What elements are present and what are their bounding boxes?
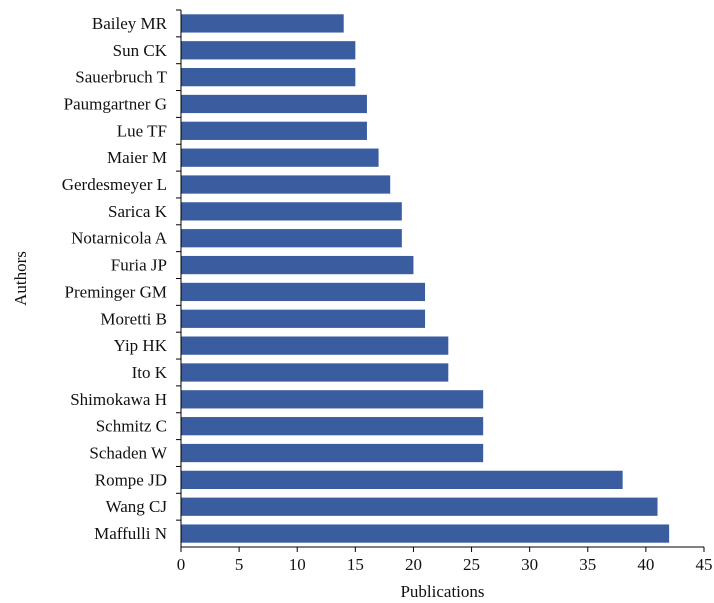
bar-sun-ck (181, 41, 356, 60)
x-axis-title: Publications (400, 582, 484, 601)
x-ticks-group: 0 5 10 15 20 25 30 35 40 45 (177, 547, 713, 574)
bar-wang-cj (181, 497, 658, 516)
y-axis-title: Authors (11, 251, 30, 306)
category-label: Furia JP (111, 256, 167, 275)
category-label: Lue TF (117, 121, 167, 140)
x-tick-label: 15 (347, 555, 364, 574)
bar-moretti-b (181, 309, 426, 328)
bar-bailey-mr (181, 14, 344, 33)
category-label: Schaden W (89, 444, 168, 463)
category-label: Paumgartner G (64, 94, 167, 113)
category-label: Maier M (107, 148, 167, 167)
category-label: Preminger GM (65, 282, 167, 301)
bar-ito-k (181, 363, 449, 382)
x-tick-label: 20 (405, 555, 422, 574)
category-label: Gerdesmeyer L (62, 175, 167, 194)
x-tick-label: 30 (521, 555, 538, 574)
x-tick-label: 10 (289, 555, 306, 574)
category-label: Ito K (132, 363, 168, 382)
category-label: Shimokawa H (70, 390, 167, 409)
bar-notarnicola-a (181, 229, 402, 248)
bar-sauerbruch-t (181, 67, 356, 87)
category-label: Moretti B (100, 309, 167, 328)
bar-paumgartner-g (181, 94, 367, 114)
x-tick-label: 0 (177, 555, 186, 574)
bar-gerdesmeyer-l (181, 175, 391, 194)
category-label: Rompe JD (95, 470, 167, 489)
bar-preminger-gm (181, 282, 426, 302)
category-label: Bailey MR (92, 14, 168, 33)
bar-yip-hk (181, 336, 449, 355)
category-label: Notarnicola A (71, 229, 168, 248)
bar-maier-m (181, 148, 379, 167)
bar-rompe-jd (181, 470, 623, 490)
category-label: Maffulli N (94, 524, 167, 543)
bar-maffulli-n (181, 524, 670, 543)
bar-lue-tf (181, 121, 367, 140)
bar-schaden-w (181, 443, 484, 463)
category-label: Sarica K (108, 202, 168, 221)
x-tick-label: 5 (235, 555, 244, 574)
x-tick-label: 35 (579, 555, 596, 574)
category-labels-group: Bailey MR Sun CK Sauerbruch T Paumgartner G… (62, 9, 181, 543)
bars-group (181, 14, 670, 543)
bar-shimokawa-h (181, 390, 484, 409)
category-label: Sun CK (113, 41, 168, 60)
category-label: Schmitz C (96, 417, 167, 436)
x-tick-label: 45 (696, 555, 713, 574)
category-label: Sauerbruch T (75, 68, 167, 87)
bar-schmitz-c (181, 417, 484, 436)
x-tick-label: 40 (637, 555, 654, 574)
bar-sarica-k (181, 202, 402, 221)
x-tick-label: 25 (463, 555, 480, 574)
bar-furia-jp (181, 255, 414, 275)
category-label: Wang CJ (106, 497, 168, 516)
category-label: Yip HK (114, 336, 168, 355)
